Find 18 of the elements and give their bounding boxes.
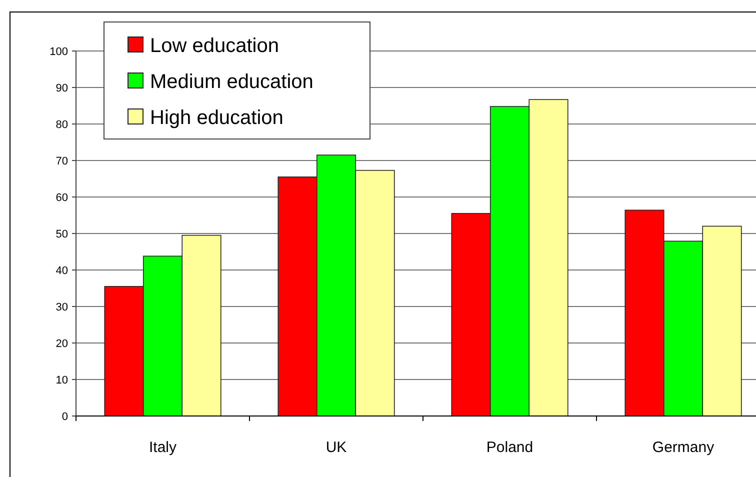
legend-label: High education xyxy=(150,107,284,129)
y-tick-label: 60 xyxy=(56,192,68,204)
x-tick-label: Poland xyxy=(486,439,534,456)
x-tick-label: Germany xyxy=(652,439,715,456)
y-tick-label: 80 xyxy=(56,118,68,131)
legend-label: Low education xyxy=(150,35,279,57)
x-tick-label: Italy xyxy=(148,439,177,456)
y-tick-label: 90 xyxy=(56,82,68,94)
y-tick-label: 30 xyxy=(56,301,68,314)
y-tick-label: 100 xyxy=(50,46,68,58)
y-tick-label: 40 xyxy=(56,264,68,277)
legend-label: Medium education xyxy=(150,71,314,93)
y-tick-label: 50 xyxy=(56,228,68,240)
y-tick-label: 10 xyxy=(56,374,68,386)
x-tick-label: UK xyxy=(326,439,347,456)
y-tick-label: 0 xyxy=(62,410,68,423)
y-tick-label: 70 xyxy=(56,155,68,168)
y-tick-label: 20 xyxy=(56,338,68,350)
